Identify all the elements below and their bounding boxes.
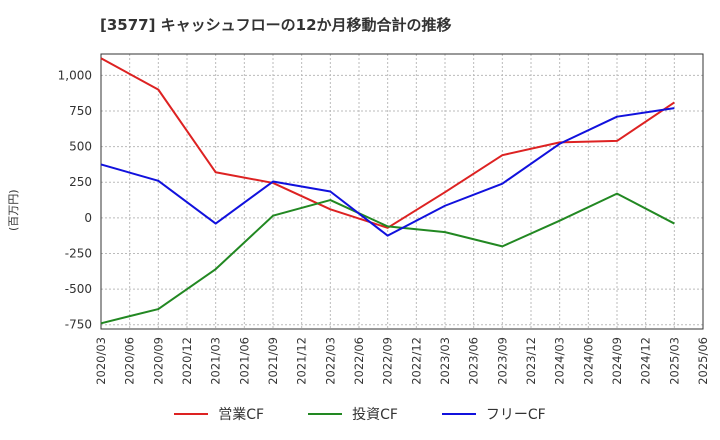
x-tick-label: 2022/06 [352, 337, 366, 385]
x-tick-label: 2020/12 [180, 337, 194, 385]
legend-label-free-cf: フリーCF [485, 407, 546, 423]
x-tick-label: 2021/03 [209, 337, 223, 385]
x-tick-label: 2022/09 [381, 337, 395, 385]
legend-swatch-operating-cf [174, 413, 209, 415]
legend-swatch-investing-cf [308, 413, 343, 415]
y-tick-label: 750 [69, 104, 92, 118]
x-tick-label: 2025/03 [667, 337, 681, 385]
y-tick-label: -250 [65, 246, 92, 260]
x-tick-label: 2021/09 [266, 337, 280, 385]
x-tick-label: 2020/06 [123, 337, 137, 385]
y-tick-label: 250 [69, 175, 92, 189]
x-tick-label: 2023/12 [524, 337, 538, 385]
y-tick-label: 0 [84, 211, 92, 225]
plot-frame [100, 53, 704, 330]
y-tick-label: -500 [65, 282, 92, 296]
x-tick-label: 2024/03 [553, 337, 567, 385]
legend-item-free-cf: フリーCF [441, 404, 546, 424]
x-tick-label: 2022/03 [323, 337, 337, 385]
series-line-0 [100, 57, 675, 229]
x-tick-label: 2021/06 [237, 337, 251, 385]
legend-label-operating-cf: 営業CF [218, 407, 265, 423]
x-tick-label: 2023/03 [438, 337, 452, 385]
y-tick-label: 1,000 [58, 68, 92, 82]
y-tick-label: -750 [65, 318, 92, 332]
x-tick-label: 2024/12 [639, 337, 653, 385]
x-tick-label: 2023/06 [467, 337, 481, 385]
plot-area [101, 54, 703, 329]
series-line-1 [100, 192, 675, 325]
legend-swatch-free-cf [441, 413, 476, 415]
chart-legend: 営業CF 投資CF フリーCF [0, 404, 720, 424]
x-tick-label: 2020/03 [94, 337, 108, 385]
chart-title: [3577] キャッシュフローの12か月移動合計の推移 [100, 16, 452, 34]
legend-item-investing-cf: 投資CF [308, 404, 398, 424]
line-chart: -750 -500 -250 0 250 500 750 1,000 2020/03 2020/0… [58, 53, 710, 385]
legend-label-investing-cf: 投資CF [352, 407, 398, 423]
x-tick-label: 2020/09 [151, 337, 165, 385]
x-tick-label: 2024/06 [581, 337, 595, 385]
x-tick-label: 2023/09 [495, 337, 509, 385]
x-tick-label: 2024/09 [610, 337, 624, 385]
x-tick-label: 2025/06 [696, 337, 710, 385]
series-line-2 [100, 107, 675, 237]
x-tick-label: 2021/12 [295, 337, 309, 385]
y-tick-label: 500 [69, 140, 92, 154]
x-tick-label: 2022/12 [409, 337, 423, 385]
legend-item-operating-cf: 営業CF [174, 404, 264, 424]
